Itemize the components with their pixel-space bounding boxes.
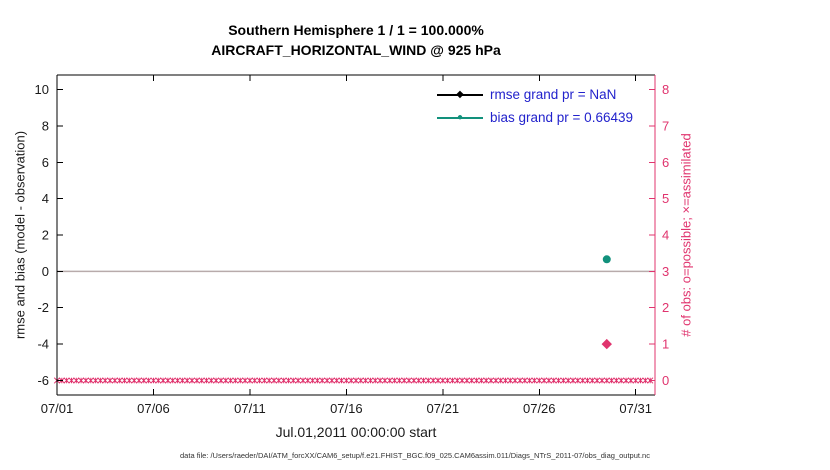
y-left-tick-label: -4 [37, 337, 49, 352]
y-right-tick-label: 7 [662, 118, 669, 133]
legend-entry-bias: ● bias grand pr = 0.66439 [437, 106, 633, 129]
y-left-tick-label: 2 [42, 228, 49, 243]
x-tick-label: 07/06 [137, 401, 170, 416]
bias-line-sample [437, 116, 483, 119]
x-tick-label: 07/31 [619, 401, 652, 416]
bias-legend-line: ● [437, 111, 483, 125]
y-left-tick-label: 6 [42, 155, 49, 170]
x-tick-label: 07/11 [234, 401, 266, 416]
y-left-tick-label: 8 [42, 118, 49, 133]
plot-title-line1: Southern Hemisphere 1 / 1 = 100.000% [228, 22, 484, 38]
y-right-tick-label: 0 [662, 373, 669, 388]
x-tick-label: 07/01 [41, 401, 74, 416]
y-left-tick-label: -6 [37, 373, 49, 388]
left-axis-label: rmse and bias (model - observation) [12, 130, 28, 340]
y-left-tick-label: 10 [35, 82, 49, 97]
y-right-tick-label: 3 [662, 264, 669, 279]
bias-legend-label: bias grand pr = 0.66439 [490, 110, 633, 125]
data-file-path: data file: /Users/raeder/DAI/ATM_forcXX/… [180, 451, 650, 460]
y-right-tick-label: 4 [662, 228, 669, 243]
y-left-tick-label: 0 [42, 264, 49, 279]
y-right-tick-label: 5 [662, 191, 669, 206]
rmse-diamond-marker-icon: ◆ [456, 88, 464, 100]
x-tick-label: 07/16 [330, 401, 363, 416]
y-right-tick-label: 2 [662, 300, 669, 315]
obs-count-point-marker [601, 338, 612, 350]
y-left-tick-label: 4 [42, 191, 49, 206]
y-left-tick-label: -2 [37, 300, 49, 315]
x-axis-label: Jul.01,2011 00:00:00 start [275, 424, 437, 440]
right-axis-label: # of obs: o=possible; ×=assimilated [678, 133, 694, 337]
x-tick-label: 07/21 [427, 401, 460, 416]
obs-count-zero-markers [53, 377, 654, 384]
y-right-tick-label: 1 [662, 337, 669, 352]
rmse-line-sample [437, 93, 483, 96]
rmse-legend-line: ◆ [437, 88, 483, 102]
y-right-tick-label: 8 [662, 82, 669, 97]
y-right-tick-label: 6 [662, 155, 669, 170]
rmse-legend-label: rmse grand pr = NaN [490, 87, 617, 102]
legend: ◆ rmse grand pr = NaN ● bias grand pr = … [437, 83, 633, 129]
bias-point-marker [602, 255, 611, 264]
legend-entry-rmse: ◆ rmse grand pr = NaN [437, 83, 633, 106]
x-tick-label: 07/26 [523, 401, 556, 416]
bias-circle-marker-icon: ● [456, 111, 464, 123]
plot-title-line2: AIRCRAFT_HORIZONTAL_WIND @ 925 hPa [211, 42, 501, 58]
